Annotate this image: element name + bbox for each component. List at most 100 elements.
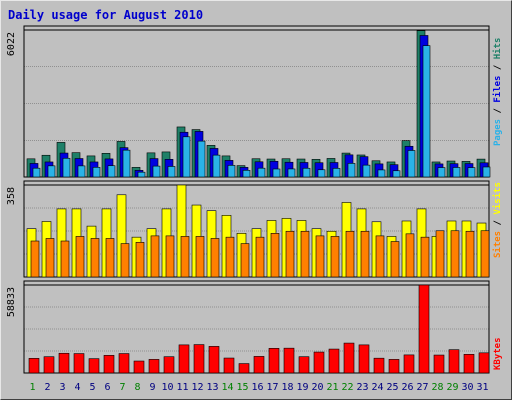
day-tick-label: 21 — [326, 382, 338, 393]
day-tick-label: 18 — [281, 382, 293, 393]
sites-bar — [60, 240, 70, 278]
sites-bar — [465, 230, 475, 278]
sites-bar — [480, 230, 490, 278]
right-axis-label-part: / — [493, 59, 503, 75]
sites-bar — [450, 230, 460, 278]
pages-bar — [32, 167, 41, 178]
sites-bar — [195, 236, 205, 278]
sites-bar — [270, 233, 280, 278]
sites-bar — [315, 235, 325, 278]
right-axis-label-part: Hits — [492, 38, 503, 60]
kbytes-bar — [418, 284, 430, 374]
day-tick-label: 25 — [386, 382, 398, 393]
pages-bar — [467, 167, 476, 178]
pages-bar — [287, 168, 296, 178]
kbytes-bar — [178, 344, 190, 374]
kbytes-bar — [448, 349, 460, 374]
sites-bar — [240, 243, 250, 278]
right-axis-label-part: KBytes — [493, 337, 503, 370]
kbytes-bar — [283, 347, 295, 374]
kbytes-bar — [88, 358, 100, 374]
sites-bar — [150, 235, 160, 278]
kbytes-bar — [103, 355, 115, 374]
day-tick-label: 14 — [221, 382, 233, 393]
kbytes-bar — [118, 353, 130, 374]
day-tick-label: 27 — [416, 382, 428, 393]
sites-bar — [390, 241, 400, 278]
pages-bar — [47, 165, 56, 178]
sites-bar — [75, 236, 85, 278]
kbytes-bar — [313, 351, 325, 374]
sites-bar — [120, 243, 130, 278]
y-max-label: 358 — [6, 187, 17, 205]
pages-bar — [362, 164, 371, 178]
day-tick-label: 26 — [401, 382, 413, 393]
kbytes-bar — [58, 352, 70, 374]
sites-bar — [225, 236, 235, 278]
pages-bar — [377, 169, 386, 178]
day-tick-label: 30 — [461, 382, 473, 393]
day-tick-label: 29 — [446, 382, 458, 393]
day-tick-label: 16 — [251, 382, 263, 393]
sites-bar — [210, 238, 220, 278]
sites-bar — [180, 236, 190, 278]
sites-bar — [285, 230, 295, 278]
kbytes-bar — [373, 357, 385, 374]
kbytes-bar — [388, 359, 400, 374]
day-tick-label: 3 — [59, 382, 65, 393]
kbytes-bar — [343, 342, 355, 374]
right-axis-label-part: Sites — [492, 231, 503, 258]
day-tick-label: 20 — [311, 382, 323, 393]
pages-bar — [62, 157, 71, 178]
pages-bar — [182, 136, 191, 178]
pages-bar — [227, 165, 236, 178]
pages-bar — [197, 140, 206, 178]
right-axis-label: Sites / Visits — [492, 182, 503, 258]
pages-bar — [107, 165, 116, 178]
day-tick-label: 2 — [44, 382, 50, 393]
day-tick-label: 9 — [149, 382, 155, 393]
sites-bar — [255, 236, 265, 278]
kbytes-bar — [268, 348, 280, 374]
sites-bar — [30, 240, 40, 278]
sites-bar — [300, 230, 310, 278]
right-axis-label-part: Visits — [492, 182, 503, 215]
right-axis-label: Pages / Files / Hits — [492, 38, 503, 146]
day-tick-label: 24 — [371, 382, 383, 393]
day-tick-label: 8 — [134, 382, 140, 393]
day-tick-label: 1 — [29, 382, 35, 393]
kbytes-bar — [223, 357, 235, 374]
kbytes-bar — [163, 356, 175, 374]
day-tick-label: 22 — [341, 382, 353, 393]
day-tick-label: 28 — [431, 382, 443, 393]
day-tick-label: 23 — [356, 382, 368, 393]
pages-bar — [452, 167, 461, 178]
day-tick-label: 6 — [104, 382, 110, 393]
kbytes-bar — [253, 356, 265, 374]
kbytes-bar — [133, 360, 145, 374]
kbytes-bar — [328, 348, 340, 374]
pages-bar — [242, 170, 251, 178]
pages-bar — [317, 169, 326, 178]
day-tick-label: 13 — [206, 382, 218, 393]
sites-bar — [90, 238, 100, 278]
day-tick-label: 12 — [191, 382, 203, 393]
day-tick-label: 11 — [176, 382, 188, 393]
kbytes-bar — [193, 344, 205, 374]
right-axis-label-part: / — [493, 103, 503, 119]
pages-bar — [122, 149, 131, 178]
pages-bar — [92, 167, 101, 178]
day-tick-label: 15 — [236, 382, 248, 393]
pages-bar — [407, 150, 416, 178]
pages-bar — [152, 165, 161, 178]
day-tick-label: 19 — [296, 382, 308, 393]
pages-bar — [212, 154, 221, 178]
kbytes-bar — [28, 358, 40, 374]
kbytes-bar — [73, 353, 85, 374]
sites-bar — [135, 242, 145, 278]
pages-bar — [332, 168, 341, 178]
sites-bar — [165, 235, 175, 278]
right-axis-label: KBytes — [493, 337, 503, 370]
sites-bar — [345, 230, 355, 278]
